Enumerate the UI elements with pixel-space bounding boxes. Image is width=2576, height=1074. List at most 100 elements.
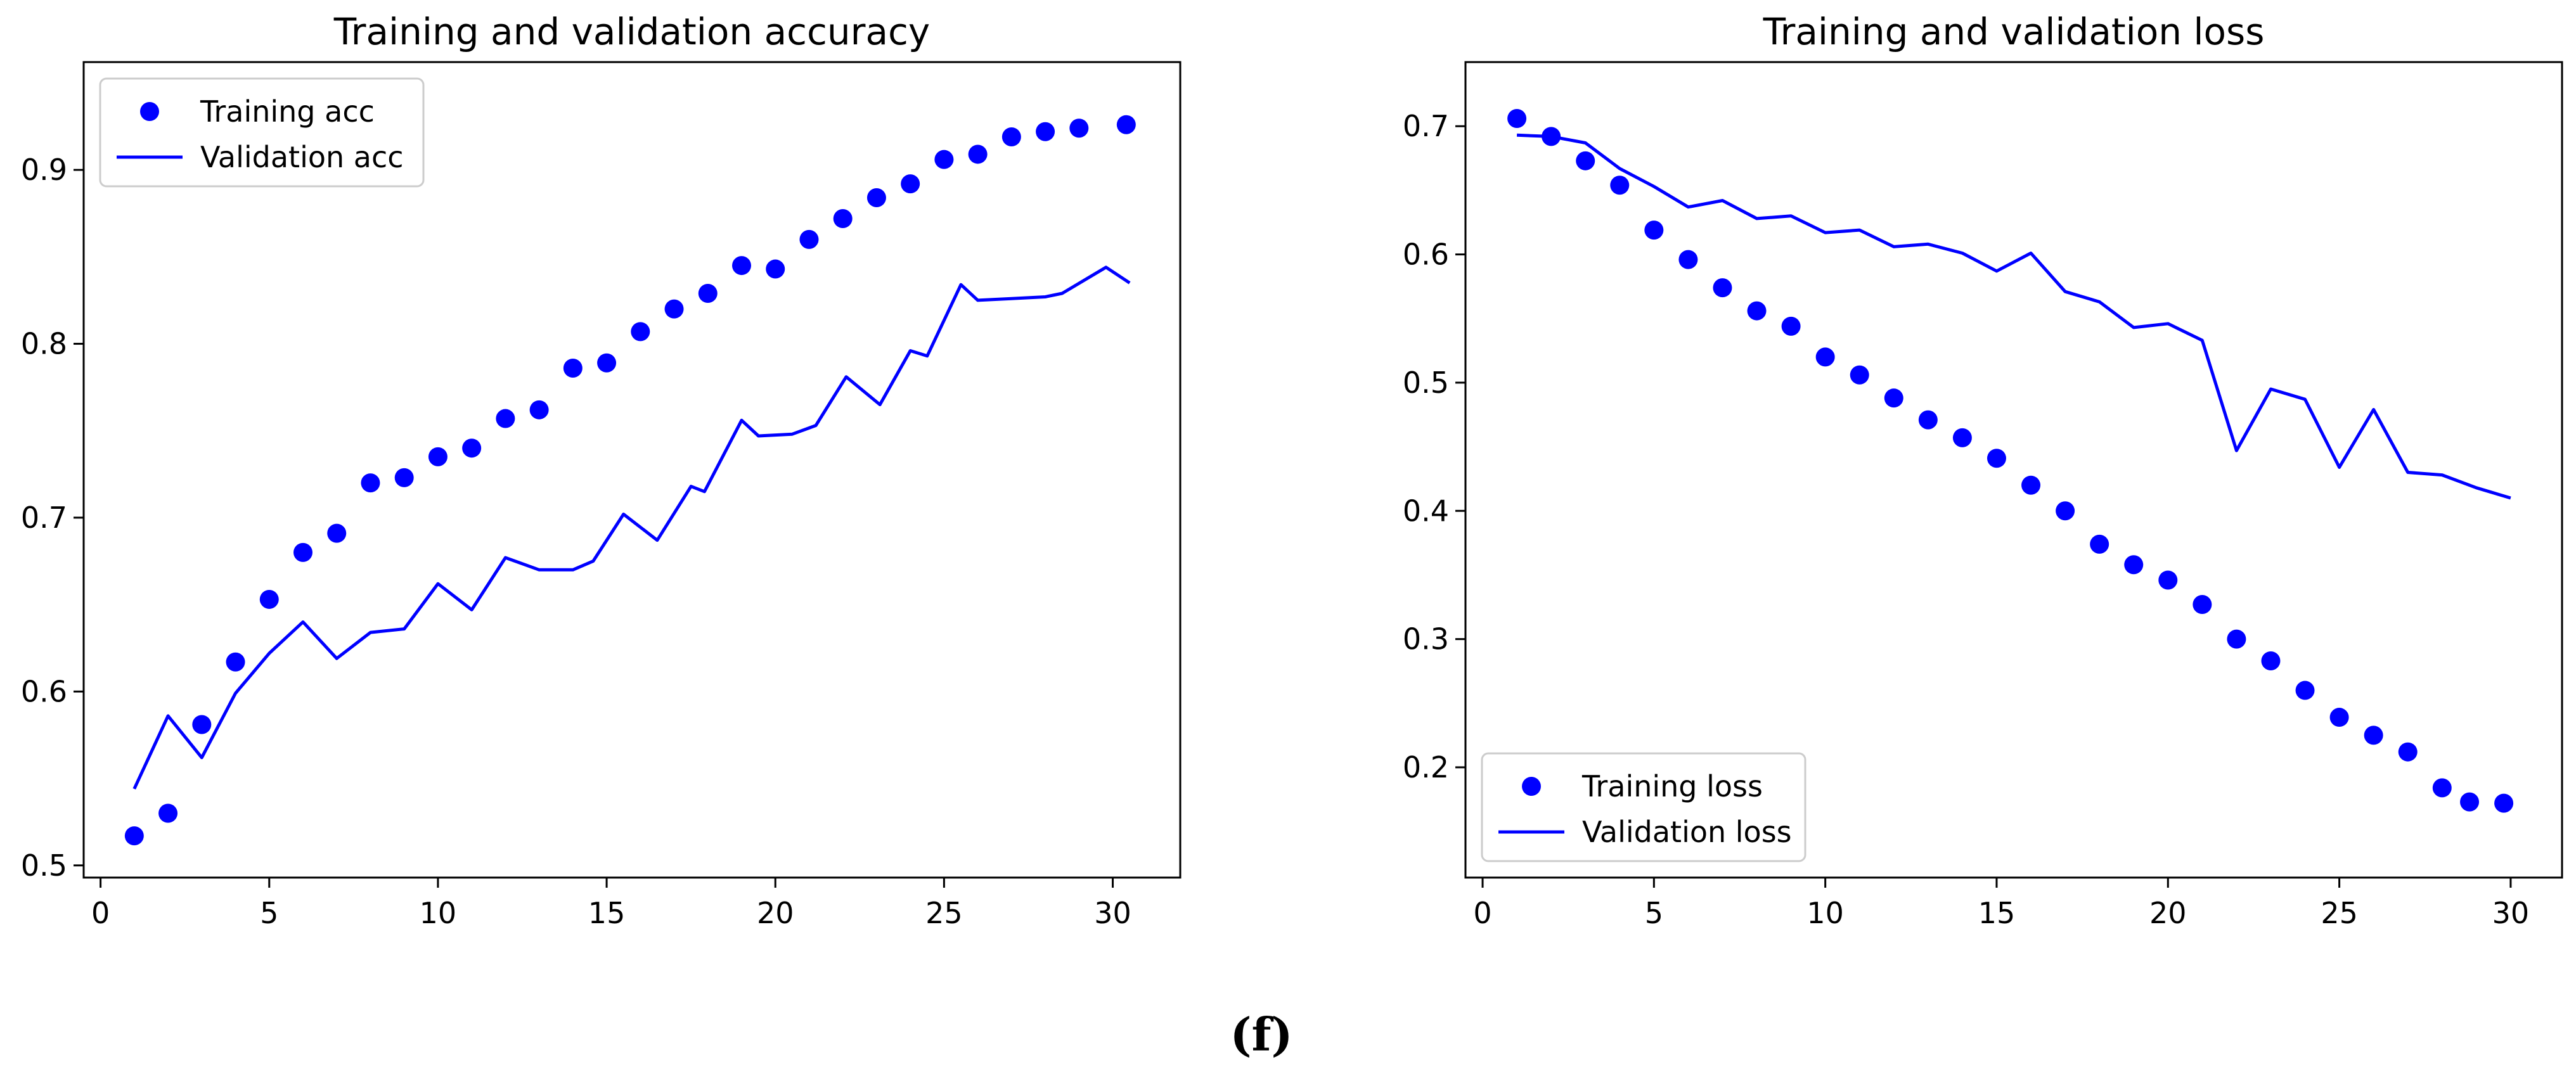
series-line-validation-acc (132, 265, 1131, 790)
data-point-training-acc (226, 652, 245, 672)
data-point-training-acc (968, 144, 988, 164)
chart-title: Training and validation accuracy (333, 10, 931, 53)
data-point-training-acc (597, 353, 617, 373)
plot-frame (1464, 61, 2563, 879)
data-point-training-acc (394, 468, 414, 487)
data-point-training-acc (428, 447, 448, 466)
data-point-training-loss (2398, 742, 2418, 762)
data-point-training-loss (1576, 151, 1595, 170)
x-tick-label: 25 (925, 896, 963, 930)
y-tick-label: 0.8 (21, 327, 67, 361)
x-tick-label: 5 (260, 896, 278, 930)
y-tick-label: 0.9 (21, 153, 67, 187)
x-tick-label: 15 (588, 896, 626, 930)
y-tick-label: 0.5 (21, 848, 67, 883)
data-point-training-loss (2158, 570, 2178, 590)
data-point-training-loss (1644, 221, 1664, 240)
data-point-training-loss (2295, 681, 2315, 700)
legend: Training acc Validation acc (99, 77, 425, 188)
data-point-training-acc (529, 400, 549, 419)
y-tick-label: 0.6 (21, 674, 67, 708)
accuracy-chart: Training and validation accuracy 0 5 10 15 20… (21, 10, 1182, 930)
data-point-training-acc (901, 174, 920, 194)
x-tick-label: 0 (1473, 896, 1491, 930)
data-point-training-loss (1987, 449, 2006, 468)
legend-label: Validation loss (1582, 815, 1792, 849)
data-point-training-loss (1952, 428, 1972, 447)
data-point-training-acc (361, 473, 380, 493)
data-point-training-loss (2056, 501, 2075, 521)
data-point-training-acc (766, 259, 785, 279)
data-point-training-loss (1678, 250, 1698, 269)
data-point-training-acc (732, 256, 751, 276)
data-point-training-loss (2021, 475, 2041, 495)
x-tick-label: 20 (2149, 896, 2187, 930)
data-point-training-loss (1747, 301, 1767, 321)
x-tick-label: 0 (91, 896, 110, 930)
x-tick-label: 10 (420, 896, 457, 930)
x-tick-label: 10 (1806, 896, 1844, 930)
y-tick-label: 0.4 (1403, 494, 1449, 528)
data-point-training-acc (462, 438, 482, 458)
loss-chart: Training and validation loss 0 5 10 15 20 25 30… (1403, 10, 2563, 930)
data-point-training-acc (124, 826, 144, 846)
y-tick-label: 0.7 (21, 501, 67, 535)
data-point-training-loss (2494, 793, 2514, 813)
data-point-training-acc (496, 409, 515, 428)
legend-label: Training loss (1581, 769, 1763, 803)
data-point-training-acc (698, 283, 718, 303)
data-point-training-loss (2261, 651, 2281, 671)
data-point-training-acc (293, 542, 312, 562)
data-point-training-acc (1036, 122, 1055, 141)
figure-label: (f) (1230, 1007, 1292, 1061)
y-tick-label: 0.5 (1403, 366, 1449, 400)
data-point-training-loss (1918, 410, 1938, 430)
data-point-training-loss (2329, 708, 2349, 727)
data-point-training-loss (2124, 555, 2144, 575)
data-point-training-acc (934, 150, 954, 169)
data-point-training-acc (158, 803, 178, 823)
y-tick-label: 0.3 (1403, 622, 1449, 656)
x-tick-label: 15 (1978, 896, 2016, 930)
data-point-training-loss (2460, 792, 2480, 812)
data-point-training-loss (2364, 726, 2383, 745)
data-point-training-loss (1815, 347, 1835, 367)
x-tick-label: 25 (2321, 896, 2358, 930)
data-point-training-acc (1001, 127, 1021, 146)
data-point-training-acc (563, 358, 583, 378)
legend-label: Validation acc (200, 140, 404, 174)
data-point-training-acc (1069, 118, 1089, 138)
y-tick-label: 0.2 (1403, 750, 1449, 784)
legend-box (1481, 752, 1806, 862)
data-point-training-acc (866, 188, 886, 208)
x-tick-label: 5 (1645, 896, 1663, 930)
data-point-training-acc (259, 589, 279, 609)
legend-marker-swatch (140, 102, 159, 121)
data-point-training-acc (664, 299, 684, 319)
data-point-training-acc (799, 229, 819, 249)
data-point-training-loss (2432, 778, 2452, 798)
data-point-training-loss (1781, 316, 1801, 336)
legend: Training loss Validation loss (1481, 752, 1806, 862)
data-point-training-acc (833, 208, 853, 228)
data-point-training-loss (2227, 629, 2246, 649)
legend-label: Training acc (200, 94, 375, 129)
data-point-training-loss (2090, 534, 2109, 554)
y-tick-label: 0.6 (1403, 238, 1449, 272)
legend-marker-swatch (1522, 777, 1541, 796)
plot-frame (82, 61, 1182, 879)
series-line-validation-loss (1517, 133, 2511, 500)
legend-box (99, 77, 425, 188)
x-tick-label: 30 (1094, 896, 1131, 930)
x-tick-label: 30 (2492, 896, 2530, 930)
data-point-training-loss (1507, 109, 1527, 129)
data-point-training-loss (1884, 388, 1903, 408)
chart-title: Training and validation loss (1763, 10, 2265, 53)
y-tick-label: 0.7 (1403, 109, 1449, 143)
x-tick-label: 20 (757, 896, 794, 930)
data-point-training-loss (2193, 594, 2212, 614)
data-point-training-loss (1713, 278, 1732, 298)
data-point-training-loss (1850, 365, 1869, 385)
